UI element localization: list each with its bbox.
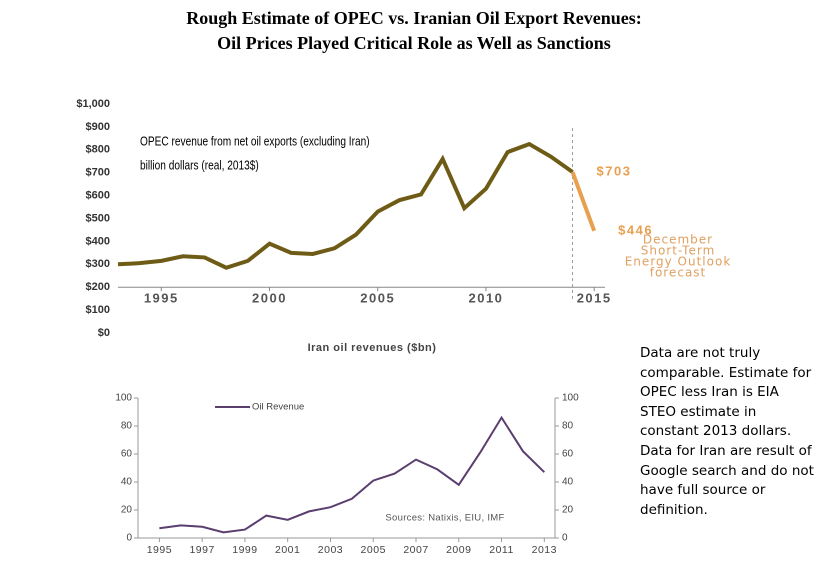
y-tick-label: 0: [126, 533, 132, 544]
y2-tick-label: 20: [562, 505, 574, 516]
x-tick-label: 2011: [489, 544, 514, 556]
value-label: $446: [618, 222, 653, 237]
x-tick-label: 2003: [318, 544, 343, 556]
annotation: billion dollars (real, 2013$): [140, 158, 259, 172]
x-tick-label: 2007: [403, 544, 428, 556]
x-tick-label: 2013: [532, 544, 557, 556]
data-line: [117, 141, 574, 270]
forecast-note: December: [643, 233, 713, 247]
annotation: OPEC revenue from net oil exports (exclu…: [140, 134, 370, 148]
y-tick-label: $500: [86, 212, 110, 224]
y-tick-label: 80: [121, 421, 133, 432]
x-tick-label: 2005: [361, 544, 386, 556]
y-tick-label: $600: [86, 190, 110, 202]
y-tick-label: 40: [121, 477, 133, 488]
y-tick-label: $100: [86, 304, 110, 316]
x-tick-label: 1999: [232, 544, 257, 556]
y2-tick-label: 100: [562, 393, 579, 404]
page-title: Rough Estimate of OPEC vs. Iranian Oil E…: [186, 8, 642, 28]
chart-title: Iran oil revenues ($bn): [308, 342, 437, 354]
x-tick-label: 2015: [577, 291, 612, 306]
y-tick-label: $300: [86, 258, 110, 270]
x-tick-label: 2001: [275, 544, 300, 556]
y-tick-label: $400: [86, 235, 110, 247]
y-tick-label: $200: [86, 281, 110, 293]
y-tick-label: $0: [98, 327, 110, 339]
x-tick-label: 2005: [360, 291, 395, 306]
forecast-note: Energy Outlook: [625, 255, 732, 269]
y-tick-label: 100: [115, 393, 132, 404]
y2-tick-label: 40: [562, 477, 574, 488]
x-tick-label: 1995: [144, 291, 179, 306]
legend-label: Oil Revenue: [252, 402, 304, 413]
y-tick-label: $700: [86, 167, 110, 179]
x-tick-label: 2009: [446, 544, 471, 556]
forecast-note: Short-Term: [641, 244, 716, 258]
data-line: [159, 415, 546, 534]
y-tick-label: 20: [121, 505, 133, 516]
data-line: [570, 171, 597, 232]
y-tick-label: $800: [86, 144, 110, 156]
y-tick-label: $900: [86, 121, 110, 133]
page-title: Oil Prices Played Critical Role as Well …: [217, 33, 611, 53]
value-label: $703: [597, 163, 632, 178]
note: Data are not truly comparable. Estimate …: [640, 345, 814, 518]
y2-tick-label: 60: [562, 449, 574, 460]
forecast-note: forecast: [650, 266, 707, 280]
x-tick-label: 2010: [468, 291, 503, 306]
y2-tick-label: 80: [562, 421, 574, 432]
y-tick-label: 60: [121, 449, 133, 460]
source-note: Sources: Natixis, EIU, IMF: [385, 513, 504, 524]
x-tick-label: 1997: [189, 544, 214, 556]
x-tick-label: 1995: [147, 544, 172, 556]
y-tick-label: $1,000: [76, 98, 110, 110]
y2-tick-label: 0: [562, 533, 568, 544]
x-tick-label: 2000: [252, 291, 287, 306]
